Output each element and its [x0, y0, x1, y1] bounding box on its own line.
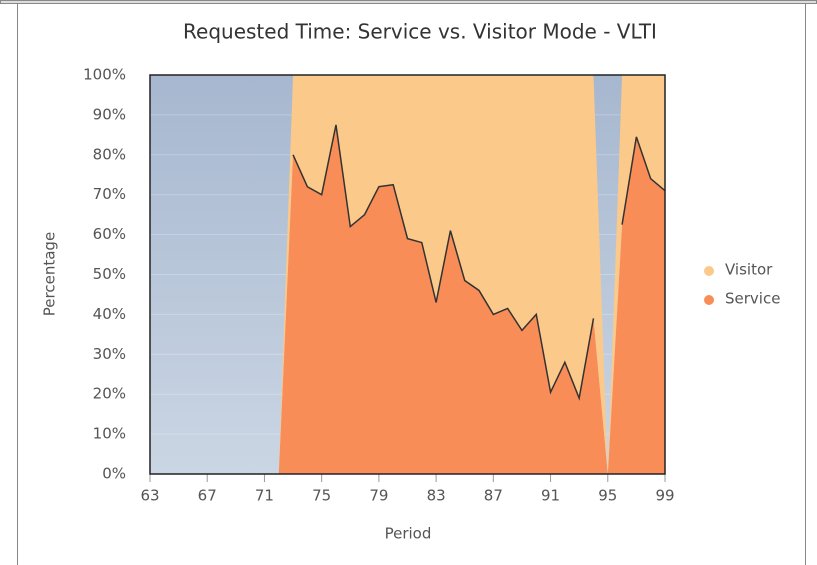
x-tick-label: 91: [541, 487, 560, 505]
x-axis-label: Period: [385, 525, 432, 543]
legend-label: Service: [725, 290, 780, 308]
area: [278, 124, 608, 474]
chart-title: Requested Time: Service vs. Visitor Mode…: [183, 20, 657, 44]
line: [292, 124, 595, 401]
y-tick-label: 20%: [93, 385, 126, 403]
x-tick-label: 63: [140, 487, 159, 505]
x-tick-label: 99: [655, 487, 674, 505]
x-tick-label: 87: [484, 487, 503, 505]
y-tick-label: 10%: [93, 425, 126, 443]
y-tick-label: 70%: [93, 185, 126, 203]
x-tick-label: 83: [427, 487, 446, 505]
x-tick-label: 67: [198, 487, 217, 505]
y-tick-label: 60%: [93, 225, 126, 243]
legend-label: Visitor: [725, 261, 773, 279]
y-tick-label: 50%: [93, 265, 126, 283]
y-tick-label: 90%: [93, 105, 126, 123]
x-tick-label: 95: [598, 487, 617, 505]
legend-marker: [704, 266, 714, 276]
x-tick-label: 79: [369, 487, 388, 505]
y-tick-label: 30%: [93, 345, 126, 363]
y-tick-label: 40%: [93, 305, 126, 323]
plot-border: [149, 74, 666, 475]
window-edge: [0, 0, 817, 4]
y-tick-label: 80%: [93, 145, 126, 163]
area: [607, 136, 665, 474]
y-axis-label: Percentage: [41, 232, 59, 316]
line: [621, 136, 666, 225]
y-tick-label: 0%: [102, 465, 126, 483]
x-tick-label: 75: [312, 487, 331, 505]
x-tick-label: 71: [255, 487, 274, 505]
area: [607, 75, 665, 474]
area: [278, 75, 608, 474]
legend-marker: [704, 295, 714, 305]
y-tick-label: 100%: [83, 66, 126, 84]
